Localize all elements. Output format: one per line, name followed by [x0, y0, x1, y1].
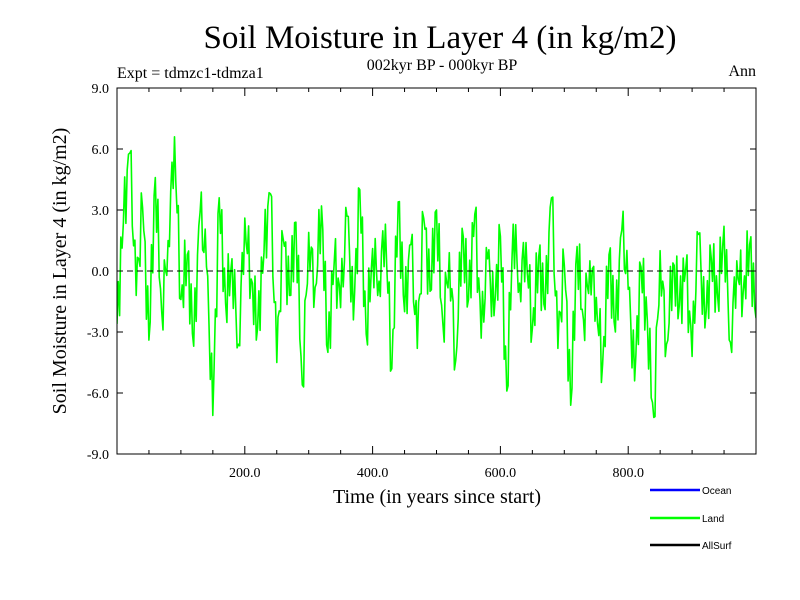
x-tick-label: 600.0 — [485, 466, 517, 481]
x-tick-label: 800.0 — [612, 466, 644, 481]
y-tick-label: 9.0 — [92, 82, 110, 97]
legend-item-ocean: Ocean — [650, 486, 731, 497]
y-axis: -9.0 -6.0 -3.0 0.0 3.0 6.0 9.0 — [87, 82, 756, 463]
y-tick-label: 6.0 — [92, 143, 110, 158]
y-tick-label: -3.0 — [87, 326, 109, 341]
x-tick-label: 200.0 — [229, 466, 261, 481]
legend-label-allsurf: AllSurf — [702, 541, 732, 552]
experiment-label: Expt = tdmzc1-tdmza1 — [117, 65, 264, 82]
season-label: Ann — [728, 63, 756, 80]
chart-subtitle: 002kyr BP - 000kyr BP — [367, 57, 518, 74]
chart-title: Soil Moisture in Layer 4 (in kg/m2) — [204, 20, 677, 56]
legend-label-land: Land — [702, 514, 724, 525]
legend-label-ocean: Ocean — [702, 486, 731, 497]
y-tick-label: 0.0 — [92, 265, 110, 280]
legend-item-allsurf: AllSurf — [650, 541, 732, 552]
y-axis-label: Soil Moisture in Layer 4 (in kg/m2) — [49, 128, 71, 415]
series-line-land — [117, 136, 756, 419]
x-axis-label: Time (in years since start) — [333, 486, 541, 508]
x-tick-label: 400.0 — [357, 466, 389, 481]
legend: Ocean Land AllSurf — [650, 486, 732, 552]
legend-item-land: Land — [650, 514, 724, 525]
y-tick-label: -6.0 — [87, 387, 109, 402]
y-tick-label: -9.0 — [87, 448, 109, 463]
y-tick-label: 3.0 — [92, 204, 110, 219]
plot-area: -9.0 -6.0 -3.0 0.0 3.0 6.0 9.0 200.0 400.0 600.0… — [87, 82, 757, 481]
x-axis: 200.0 400.0 600.0 800.0 — [148, 88, 725, 481]
